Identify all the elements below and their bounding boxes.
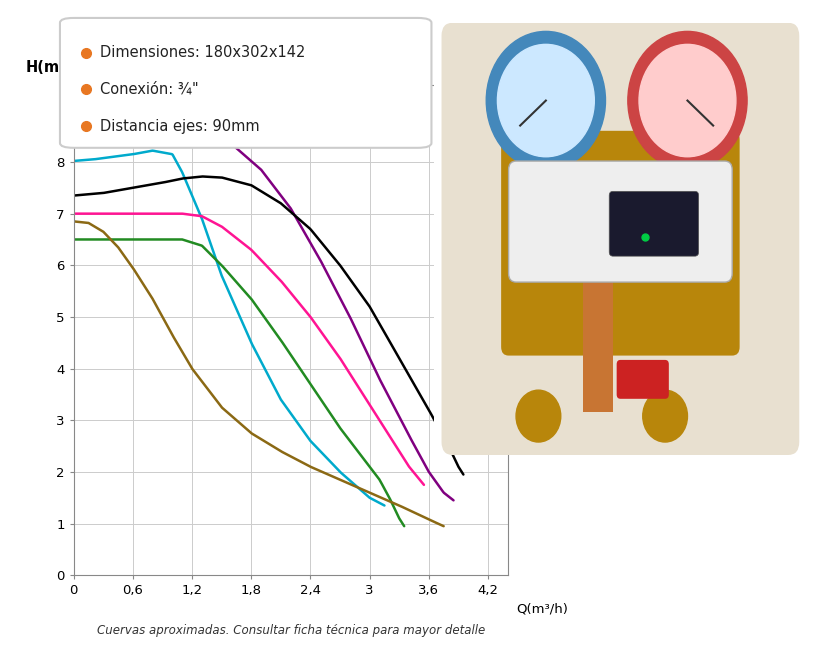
FancyBboxPatch shape	[419, 5, 819, 473]
FancyBboxPatch shape	[583, 248, 613, 412]
Circle shape	[643, 390, 687, 442]
FancyBboxPatch shape	[617, 360, 669, 399]
Text: Dimensiones: 180x302x142: Dimensiones: 180x302x142	[100, 46, 305, 60]
FancyBboxPatch shape	[609, 191, 699, 256]
Text: Distancia ejes: 90mm: Distancia ejes: 90mm	[100, 119, 259, 134]
Circle shape	[486, 31, 605, 170]
Circle shape	[516, 390, 561, 442]
FancyBboxPatch shape	[509, 161, 732, 282]
FancyBboxPatch shape	[60, 18, 432, 148]
Circle shape	[628, 31, 747, 170]
Text: H(m): H(m)	[26, 60, 66, 75]
Circle shape	[497, 44, 595, 157]
FancyBboxPatch shape	[501, 131, 740, 356]
Circle shape	[639, 44, 736, 157]
Text: Cuervas aproximadas. Consultar ficha técnica para mayor detalle: Cuervas aproximadas. Consultar ficha téc…	[97, 624, 485, 637]
FancyBboxPatch shape	[441, 23, 799, 455]
Text: Conexión: ¾": Conexión: ¾"	[100, 81, 198, 96]
Text: Q(m³/h): Q(m³/h)	[517, 603, 568, 616]
